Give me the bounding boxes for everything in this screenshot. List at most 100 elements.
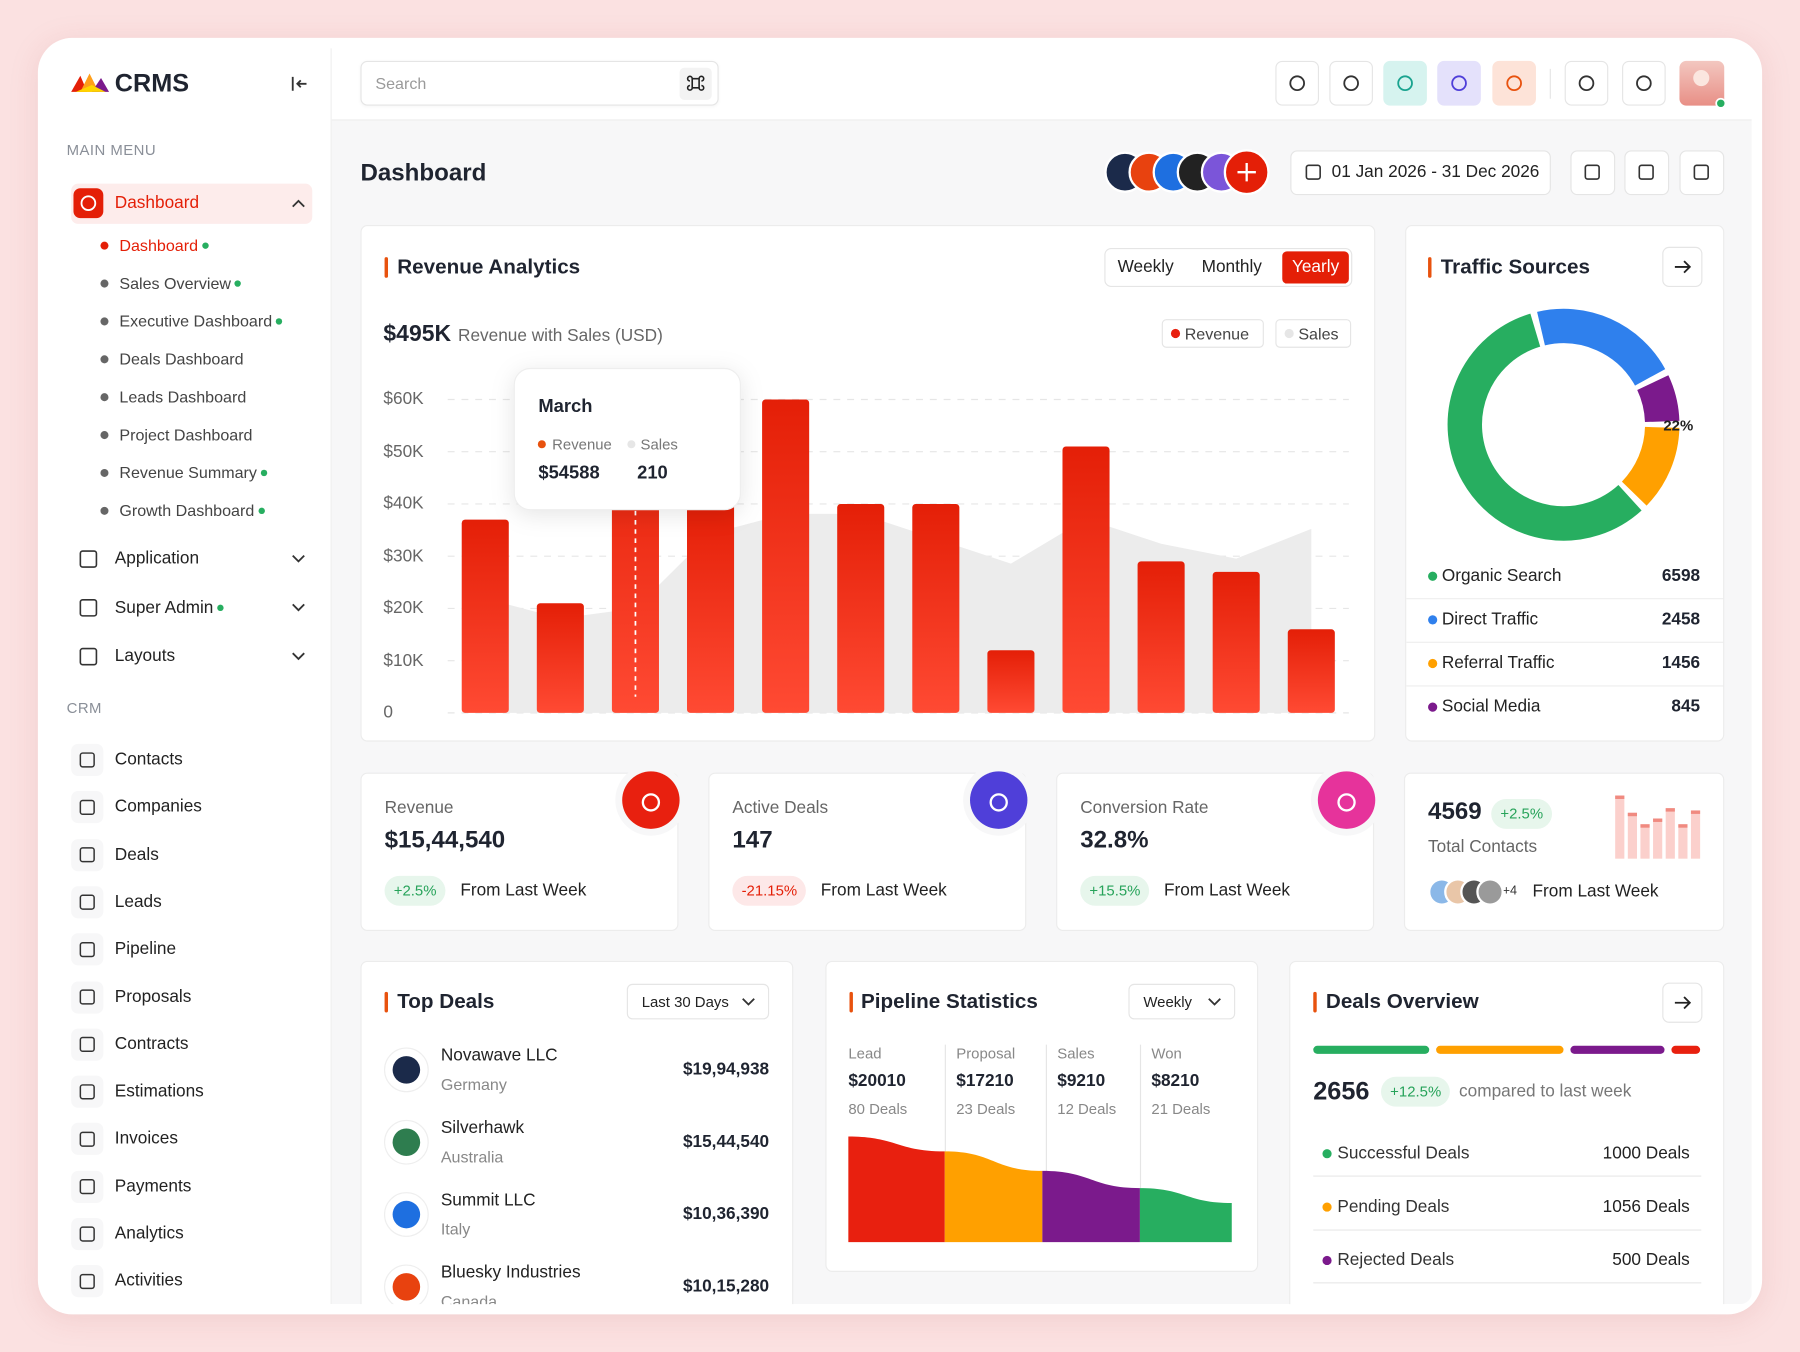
card xyxy=(360,224,1376,742)
company-country: Canada xyxy=(440,1292,498,1311)
filter-label: Last 30 Days xyxy=(641,993,729,1011)
date-picker[interactable] xyxy=(1290,150,1551,196)
shortcut-key xyxy=(679,67,712,100)
menu-label[interactable]: Companies xyxy=(114,797,202,817)
badge-text: +15.5% xyxy=(1089,881,1141,900)
company-country: Italy xyxy=(440,1219,471,1239)
row-divider xyxy=(1406,685,1724,687)
tab-active[interactable] xyxy=(1282,251,1349,284)
menu-label[interactable]: Pipeline xyxy=(114,939,177,959)
tab[interactable]: Weekly xyxy=(1117,257,1174,277)
badge-text: +2.5% xyxy=(1500,804,1544,823)
header-button[interactable] xyxy=(1329,60,1373,106)
menu-icon-box xyxy=(71,1028,104,1061)
menu-label[interactable]: Analytics xyxy=(114,1223,184,1244)
stat-value: 4569 xyxy=(1428,798,1482,825)
company-name: Novawave LLC xyxy=(440,1045,558,1066)
header-button[interactable] xyxy=(1622,60,1666,106)
mini-bar xyxy=(1690,810,1701,859)
tab[interactable]: Yearly xyxy=(1291,257,1340,277)
mini-bar xyxy=(1640,824,1650,859)
menu-label[interactable]: Invoices xyxy=(114,1128,178,1149)
deal-amount: $10,36,390 xyxy=(682,1204,770,1224)
stage-deals: 21 Deals xyxy=(1151,1099,1211,1118)
tab[interactable]: Monthly xyxy=(1201,257,1262,277)
menu-label[interactable]: Contacts xyxy=(114,749,183,770)
header-button[interactable] xyxy=(1437,60,1481,106)
menu-label[interactable]: Payments xyxy=(114,1176,192,1196)
title-accent xyxy=(1313,991,1317,1013)
menu-icon-box xyxy=(71,791,104,824)
y-tick-label: $60K xyxy=(383,389,424,409)
menu-label[interactable]: Layouts xyxy=(114,646,176,666)
menu-icon-box xyxy=(71,980,104,1014)
toolbar-button[interactable] xyxy=(1570,150,1616,196)
user-avatar[interactable] xyxy=(1679,60,1725,106)
y-tick-label: 0 xyxy=(383,702,393,723)
arrow-button[interactable] xyxy=(1662,982,1703,1023)
progress-segment xyxy=(1436,1045,1564,1054)
card-title: Top Deals xyxy=(397,989,495,1013)
arrow-button[interactable] xyxy=(1662,246,1703,287)
menu-label[interactable]: Proposals xyxy=(114,986,192,1007)
search-box[interactable] xyxy=(360,60,719,106)
badge xyxy=(1080,875,1150,906)
progress-segment xyxy=(1570,1045,1665,1054)
submenu-label[interactable]: Project Dashboard xyxy=(119,425,253,444)
toolbar-button[interactable] xyxy=(1624,150,1670,196)
mini-bar-cap xyxy=(1665,808,1675,812)
y-tick-label: $10K xyxy=(383,650,424,670)
legend-label: Sales xyxy=(1298,323,1339,343)
title-accent xyxy=(849,991,853,1013)
stage-amount: $17210 xyxy=(956,1071,1014,1091)
legend-label: Revenue xyxy=(1184,323,1250,343)
stat-label: Revenue xyxy=(384,797,454,818)
row-divider xyxy=(1406,641,1724,643)
badge xyxy=(1380,1076,1450,1107)
row-divider xyxy=(1313,1175,1702,1177)
toolbar-button[interactable] xyxy=(1679,150,1725,196)
submenu-label[interactable]: Deals Dashboard xyxy=(119,349,244,369)
company-country: Australia xyxy=(440,1147,504,1166)
card-title: Traffic Sources xyxy=(1440,255,1590,279)
header-button[interactable] xyxy=(1275,60,1320,106)
header-button[interactable] xyxy=(1492,60,1536,106)
submenu-label[interactable]: Leads Dashboard xyxy=(119,387,247,406)
menu-label[interactable]: Leads xyxy=(114,891,162,912)
submenu-label[interactable]: Growth Dashboard xyxy=(119,501,255,520)
stat-note: From Last Week xyxy=(460,880,587,900)
menu-label[interactable]: Super Admin xyxy=(114,597,214,618)
menu-icon-box xyxy=(71,886,104,919)
legend-label: Referral Traffic xyxy=(1441,653,1555,673)
menu-item-active[interactable] xyxy=(71,183,313,224)
date-range: 01 Jan 2026 - 31 Dec 2026 xyxy=(1331,161,1540,182)
mini-bar-cap xyxy=(1615,795,1625,799)
menu-label[interactable]: Application xyxy=(114,548,200,569)
badge xyxy=(732,875,806,906)
deals-total: 2656 xyxy=(1313,1076,1370,1106)
menu-section-title: CRM xyxy=(66,699,102,717)
stage-amount: $20010 xyxy=(848,1071,906,1091)
submenu-label[interactable]: Dashboard xyxy=(119,236,199,255)
menu-label[interactable]: Activities xyxy=(114,1271,183,1291)
menu-label[interactable]: Contracts xyxy=(114,1034,189,1054)
submenu-label[interactable]: Executive Dashboard xyxy=(119,311,273,331)
company-name: Bluesky Industries xyxy=(440,1262,581,1283)
brand-name: CRMS xyxy=(114,68,190,98)
header-button[interactable] xyxy=(1564,60,1609,106)
card-title: Deals Overview xyxy=(1325,989,1479,1013)
search-placeholder: Search xyxy=(375,74,427,93)
card-title: Pipeline Statistics xyxy=(860,989,1038,1013)
mini-bar xyxy=(1653,818,1663,859)
stage-label: Sales xyxy=(1057,1044,1095,1063)
mini-bar-cap xyxy=(1640,824,1650,828)
menu-icon-box xyxy=(71,1170,104,1203)
menu-label[interactable]: Deals xyxy=(114,844,159,864)
menu-label[interactable]: Estimations xyxy=(114,1081,204,1102)
submenu-label[interactable]: Sales Overview xyxy=(119,273,232,293)
header-button[interactable] xyxy=(1383,60,1427,106)
submenu-label[interactable]: Revenue Summary xyxy=(119,463,257,482)
menu-icon-box xyxy=(71,933,104,966)
